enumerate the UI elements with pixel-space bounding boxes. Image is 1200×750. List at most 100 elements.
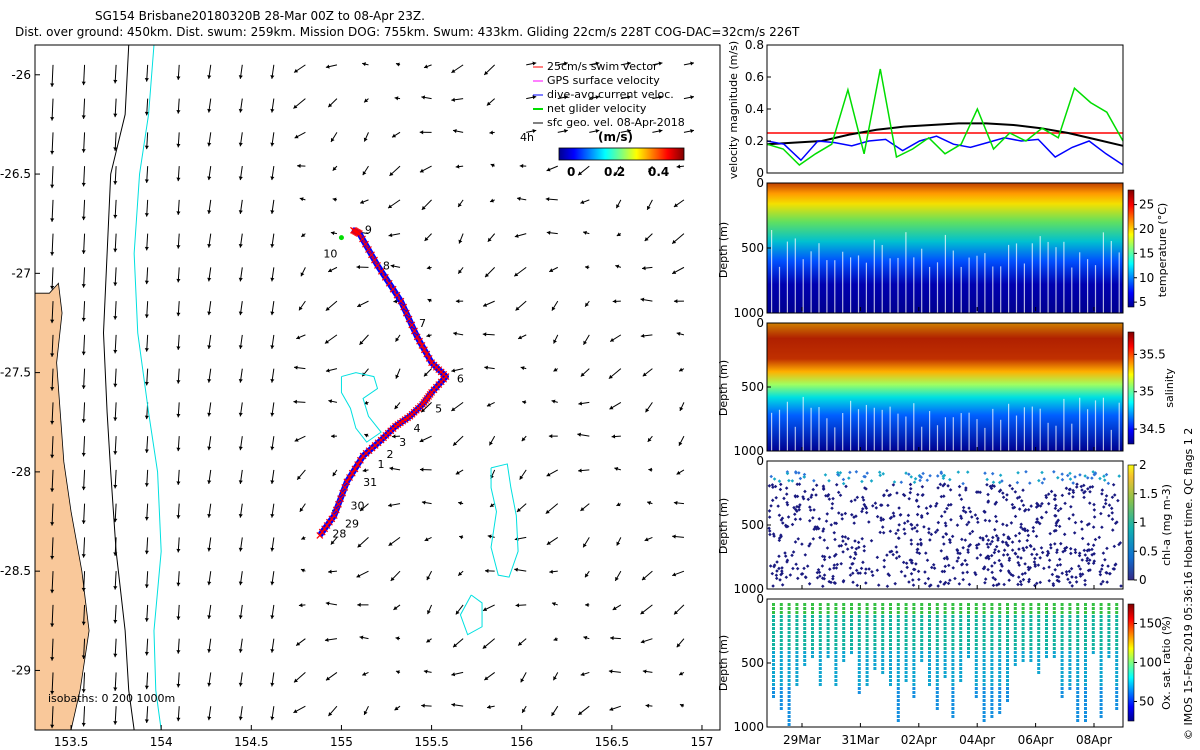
oxygen-sample xyxy=(865,615,869,618)
oxygen-sample xyxy=(826,607,830,610)
oxygen-sample xyxy=(779,615,783,618)
oxygen-sample xyxy=(1115,635,1119,638)
oxygen-sample xyxy=(873,651,877,654)
oxygen-sample xyxy=(967,627,970,630)
oxygen-sample xyxy=(787,639,791,642)
oxygen-sample xyxy=(1045,655,1048,658)
oxygen-sample xyxy=(834,671,838,674)
swim-vector-mark xyxy=(397,297,405,305)
oxygen-sample xyxy=(1006,651,1009,654)
oxygen-sample xyxy=(1006,671,1009,674)
oxygen-sample xyxy=(772,603,775,606)
velocity-arrow-head xyxy=(627,61,631,66)
oxygen-sample xyxy=(842,619,846,622)
oxygen-sample xyxy=(1006,679,1009,682)
velocity-arrow-head xyxy=(238,142,243,147)
velocity-arrow-head xyxy=(300,568,305,573)
oxygen-sample xyxy=(1084,711,1087,714)
oxygen-sample xyxy=(951,679,955,682)
oxygen-sample xyxy=(896,627,900,630)
oxygen-sample xyxy=(779,607,783,610)
oxygen-sample xyxy=(982,695,986,698)
oxygen-sample xyxy=(865,635,869,638)
velocity-arrow-head xyxy=(176,278,181,283)
velocity-arrow-head xyxy=(296,335,301,340)
velocity-arrow-head xyxy=(484,676,489,681)
oxygen-sample xyxy=(803,635,807,638)
velocity-arrow-head xyxy=(362,468,367,473)
oxygen-sample xyxy=(857,611,861,614)
oxygen-sample xyxy=(1006,643,1009,646)
oxygen-sample xyxy=(982,667,986,670)
velocity-arrow-head xyxy=(176,515,181,519)
velocity-arrow-head xyxy=(459,535,463,540)
map-x-tick-label: 156.5 xyxy=(595,735,629,749)
oxygen-sample xyxy=(818,655,822,658)
velocity-arrow-head xyxy=(176,143,181,148)
velocity-arrow xyxy=(51,402,54,425)
oxygen-sample xyxy=(912,623,916,626)
oxygen-sample xyxy=(1076,611,1080,614)
cbar-tick-label: 10 xyxy=(1139,271,1154,285)
velocity-arrow-head xyxy=(328,712,333,717)
velocity-arrow-head xyxy=(50,252,55,256)
oxygen-sample xyxy=(982,647,986,650)
oxygen-sample xyxy=(1037,663,1041,666)
velocity-arrow-head xyxy=(207,75,212,79)
oxygen-sample xyxy=(912,671,916,674)
oxygen-sample xyxy=(1099,707,1103,710)
oxygen-sample xyxy=(928,683,931,686)
oxygen-sample xyxy=(826,627,830,630)
velocity-arrow-head xyxy=(395,670,400,675)
profile-gap xyxy=(929,266,931,313)
oxygen-sample xyxy=(834,679,838,682)
map-x-tick-label: 157 xyxy=(691,735,714,749)
velocity-arrow-head xyxy=(672,270,677,274)
oxygen-sample xyxy=(1006,627,1009,630)
oxygen-sample xyxy=(990,619,994,622)
velocity-arrow-head xyxy=(690,61,694,66)
oxygen-sample xyxy=(990,691,994,694)
oxygen-sample xyxy=(1099,711,1103,714)
oxygen-sample xyxy=(787,675,791,678)
time-tick-label: 08Apr xyxy=(1076,733,1112,747)
oxygen-sample xyxy=(889,607,892,610)
oxygen-sample xyxy=(1084,679,1087,682)
oxygen-sample xyxy=(904,651,908,654)
oxygen-sample xyxy=(896,647,900,650)
oxygen-sample xyxy=(982,639,986,642)
velocity-arrow-head xyxy=(489,503,494,507)
oxygen-sample xyxy=(834,659,838,662)
oxygen-sample xyxy=(1052,639,1056,642)
profile-gap xyxy=(794,238,796,313)
oxygen-sample xyxy=(873,627,877,630)
velocity-arrow-head xyxy=(362,671,367,676)
velocity-arrow-head xyxy=(532,95,537,100)
oxygen-sample xyxy=(998,651,1002,654)
oxygen-sample xyxy=(1060,611,1064,614)
oxygen-sample xyxy=(959,639,963,642)
oxygen-sample xyxy=(1084,655,1087,658)
velocity-arrow xyxy=(51,638,54,661)
oxygen-sample xyxy=(865,627,869,630)
profile-gap xyxy=(826,260,828,313)
velocity-arrow-head xyxy=(144,314,149,318)
oxygen-colorbar xyxy=(1127,603,1135,722)
colorbar-unit-label: (m/s) xyxy=(598,130,633,144)
oxygen-sample xyxy=(779,619,783,622)
dive-label: 1 xyxy=(378,458,385,471)
oxygen-sample xyxy=(990,615,994,618)
profile-gap xyxy=(897,413,899,451)
oxygen-sample xyxy=(1052,643,1056,646)
velocity-arrow-head xyxy=(50,420,55,425)
oxygen-sample xyxy=(982,635,986,638)
swim-vector-mark xyxy=(328,515,336,523)
oxygen-sample xyxy=(1068,683,1072,686)
oxygen-sample xyxy=(857,647,861,650)
figure-title: SG154 Brisbane20180320B 28-Mar 00Z to 08… xyxy=(95,9,425,23)
oxygen-sample xyxy=(1006,675,1009,678)
oxygen-sample xyxy=(1084,631,1087,634)
oxygen-sample xyxy=(889,683,892,686)
velocity-series xyxy=(766,68,1124,166)
velocity-arrow-head xyxy=(395,636,400,641)
